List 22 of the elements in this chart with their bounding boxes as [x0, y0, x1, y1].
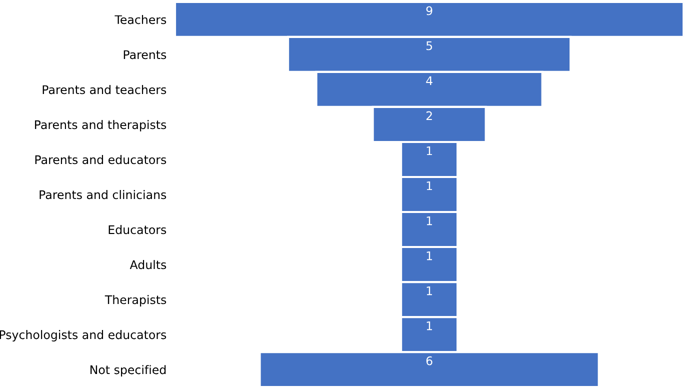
data-label: 1 [426, 321, 432, 330]
category-label: Parents and educators [35, 155, 166, 164]
data-label: 1 [426, 216, 432, 226]
data-label: 1 [426, 181, 432, 190]
category-label: Parents and teachers [42, 84, 166, 94]
data-label: 2 [426, 111, 432, 120]
data-label: 9 [426, 6, 432, 16]
category-label: Parents and therapists [35, 120, 166, 132]
data-label: 4 [426, 76, 432, 86]
category-label: Parents [124, 50, 166, 60]
category-label: Therapists [104, 295, 166, 306]
data-label: 5 [426, 41, 432, 50]
category-label: Adults [130, 260, 166, 270]
category-label: Parents and clinicians [40, 190, 166, 200]
data-label: 1 [426, 146, 432, 156]
category-label: Teachers [114, 14, 166, 24]
data-label: 1 [426, 286, 432, 296]
category-label: Psychologists and educators [0, 330, 166, 342]
category-label: Educators [108, 225, 166, 234]
category-label: Not specified [90, 365, 166, 376]
data-label: 6 [426, 356, 432, 366]
data-label: 1 [426, 251, 432, 260]
